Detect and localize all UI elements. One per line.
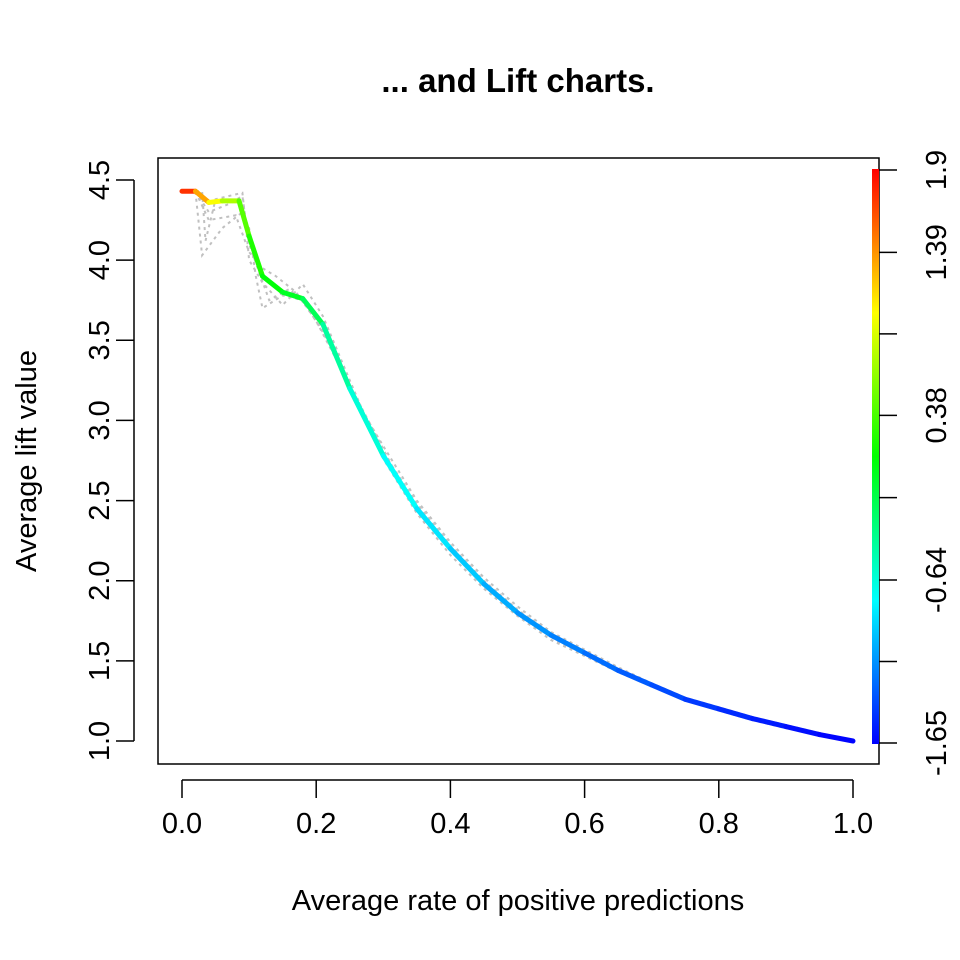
average-curve-segment xyxy=(682,696,722,712)
average-curve-segment xyxy=(414,506,453,552)
y-tick-label: 2.5 xyxy=(84,480,116,520)
average-curve-segment xyxy=(749,716,789,730)
y-tick-label: 4.5 xyxy=(84,160,116,200)
x-axis-label: Average rate of positive predictions xyxy=(292,885,744,917)
average-curve-segment xyxy=(192,188,212,205)
plot-frame xyxy=(157,157,880,765)
y-tick-label: 1.0 xyxy=(84,721,116,761)
x-tick-label: 1.0 xyxy=(833,808,873,840)
run-curve-1 xyxy=(182,190,854,742)
average-curve-segment xyxy=(783,724,822,738)
y-tick-label: 1.5 xyxy=(84,641,116,681)
average-curve-segment xyxy=(380,453,420,512)
average-curve-segment xyxy=(548,632,588,656)
average-curve-segment xyxy=(582,650,621,673)
colorbar-tick-label: 1.9 xyxy=(921,150,953,190)
x-tick-label: 0.8 xyxy=(699,808,739,840)
x-tick-label: 0.2 xyxy=(296,808,336,840)
average-curve-segment xyxy=(649,682,688,702)
chart-title: ... and Lift charts. xyxy=(381,62,654,99)
colorbar-tick-label: -0.64 xyxy=(921,547,953,613)
average-curve-segment xyxy=(246,233,266,279)
average-curve-segment xyxy=(481,581,520,616)
average-curve-segment xyxy=(515,610,554,638)
average-curve-segment xyxy=(300,296,326,327)
average-curve-segment xyxy=(816,732,856,744)
average-curve-segment xyxy=(347,385,386,459)
run-curve-4 xyxy=(182,190,854,742)
y-tick-label: 2.0 xyxy=(84,561,116,601)
average-curve-segment xyxy=(447,546,487,587)
x-tick-label: 0.6 xyxy=(564,808,604,840)
run-curves xyxy=(182,190,854,742)
average-curve-segment xyxy=(260,273,286,295)
y-axis: 1.0 1.5 2.0 2.5 3.0 3.5 4.0 4.5 xyxy=(84,160,135,761)
colorbar-tick-label: -1.65 xyxy=(921,710,953,776)
y-axis-label: Average lift value xyxy=(11,350,43,572)
average-curve-segment xyxy=(280,289,306,302)
x-tick-label: 0.0 xyxy=(162,808,202,840)
run-curve-2 xyxy=(182,190,854,742)
average-curve-segment xyxy=(716,706,755,722)
average-curve xyxy=(179,188,856,744)
colorbar xyxy=(872,169,879,744)
y-tick-label: 4.0 xyxy=(84,240,116,280)
run-curve-3 xyxy=(182,190,854,742)
x-axis: 0.0 0.2 0.4 0.6 0.8 1.0 xyxy=(162,779,873,840)
average-curve-segment xyxy=(236,198,252,239)
colorbar-tick-label: 0.38 xyxy=(921,387,953,443)
x-tick-label: 0.4 xyxy=(430,808,470,840)
average-curve-segment xyxy=(615,667,655,688)
y-tick-label: 3.0 xyxy=(84,400,116,440)
colorbar-tick-label: 1.39 xyxy=(921,224,953,280)
y-tick-label: 3.5 xyxy=(84,320,116,360)
colorbar-axis: -1.65 -0.64 0.38 1.39 1.9 xyxy=(879,150,953,776)
average-curve-segment xyxy=(320,321,353,391)
